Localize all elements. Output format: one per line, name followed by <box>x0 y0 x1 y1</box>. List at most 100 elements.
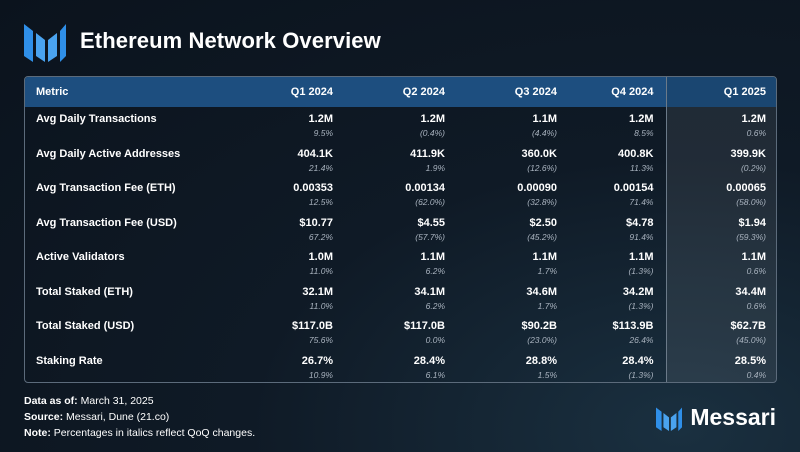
metric-value: 404.1K <box>297 147 333 160</box>
table-cell: $117.0B 0.0% <box>345 314 457 349</box>
metric-value: $1.94 <box>738 216 766 229</box>
table-cell: 0.00353 12.5% <box>235 176 345 211</box>
metric-value: $2.50 <box>529 216 557 229</box>
metric-value: 0.00353 <box>293 182 333 194</box>
table-cell: 1.1M 0.6% <box>665 245 776 280</box>
table-cell: 28.8% 1.5% <box>457 349 569 383</box>
qoq-change: 21.4% <box>308 162 333 173</box>
table-cell: 34.6M 1.7% <box>457 280 569 315</box>
table-cell: 399.9K (0.2%) <box>665 141 776 176</box>
qoq-change: (4.4%) <box>531 128 557 138</box>
table-cell: $2.50 (45.2%) <box>457 211 569 246</box>
table-row: Active Validators 1.0M 11.0% 1.1M 6.2% 1.1M 1.… <box>25 245 776 280</box>
metric-value: 28.4% <box>413 354 445 367</box>
metric-value: 0.00134 <box>405 182 445 194</box>
table-cell: 28.4% (1.3%) <box>569 349 666 383</box>
metric-value: 1.1M <box>741 251 766 263</box>
qoq-change: 91.4% <box>629 231 654 242</box>
metric-label: Total Staked (USD) <box>36 320 135 332</box>
qoq-change: (58.0%) <box>736 197 766 207</box>
metric-value: 26.7% <box>301 354 333 367</box>
metric-value: 1.1M <box>532 251 557 263</box>
metric-value: 360.0K <box>521 147 557 160</box>
table-cell: 1.1M 6.2% <box>345 245 457 280</box>
page-title: Ethereum Network Overview <box>80 28 381 53</box>
metric-value: 34.2M <box>622 285 654 298</box>
qoq-change: (1.3%) <box>628 266 654 276</box>
metric-value: $62.7B <box>730 320 766 332</box>
qoq-change: 0.6% <box>746 266 766 276</box>
metric-label: Staking Rate <box>36 354 103 367</box>
qoq-change: 11.0% <box>309 300 333 311</box>
metric-value: 34.4M <box>735 285 766 298</box>
table-cell: 404.1K 21.4% <box>235 142 345 177</box>
qoq-change: 9.5% <box>313 128 333 138</box>
brand-logo: Messari <box>656 404 776 431</box>
data-as-of: Data as of: March 31, 2025 <box>24 395 154 407</box>
metric-value: 1.1M <box>629 251 654 263</box>
table-cell: $10.77 67.2% <box>235 211 345 246</box>
metric-label: Avg Transaction Fee (ETH) <box>36 182 176 194</box>
table-cell: 1.1M (1.3%) <box>569 245 666 280</box>
qoq-change: (23.0%) <box>527 335 557 345</box>
column-header: Q3 2024 <box>514 86 557 98</box>
metric-value: 28.5% <box>734 354 766 367</box>
table-cell: 0.00090 (32.8%) <box>457 176 569 211</box>
metric-value: 1.2M <box>308 113 333 125</box>
qoq-change: (32.8%) <box>527 197 557 207</box>
metric-value: 28.4% <box>622 354 654 367</box>
source-note: Source: Messari, Dune (21.co) <box>24 411 170 423</box>
qoq-change: 11.3% <box>630 162 654 173</box>
qoq-change: 6.1% <box>425 369 445 380</box>
qoq-change: (59.3%) <box>736 231 766 242</box>
table-cell: $90.2B (23.0%) <box>457 314 569 349</box>
qoq-change: 0.0% <box>425 335 445 345</box>
metric-value: 1.2M <box>629 113 654 125</box>
qoq-change: 0.6% <box>746 300 766 311</box>
table-cell: 0.00134 (62.0%) <box>345 176 457 211</box>
column-header: Q4 2024 <box>611 86 654 98</box>
qoq-change: (12.6%) <box>527 162 557 173</box>
table-cell: 400.8K 11.3% <box>569 142 666 177</box>
table-cell: $62.7B (45.0%) <box>665 314 776 349</box>
table-cell: 1.2M (0.4%) <box>345 107 457 142</box>
table-cell: 26.7% 10.9% <box>235 349 345 383</box>
metric-value: 34.6M <box>526 285 557 298</box>
metric-value: 400.8K <box>618 147 654 160</box>
table-row: Avg Daily Transactions 1.2M 9.5% 1.2M (0.4%)… <box>25 107 776 142</box>
qoq-change: 1.7% <box>537 266 557 276</box>
table-cell: 0.00154 71.4% <box>569 176 666 211</box>
qoq-change: 10.9% <box>308 369 333 380</box>
qoq-change: 0.6% <box>746 128 766 138</box>
metric-value: $117.0B <box>404 320 445 332</box>
metric-value: 399.9K <box>730 147 766 160</box>
table-cell: 1.1M (4.4%) <box>457 107 569 142</box>
metric-value: $90.2B <box>521 320 557 332</box>
qoq-change: (62.0%) <box>415 197 445 207</box>
table-row: Avg Transaction Fee (ETH) 0.00353 12.5% 0.0… <box>25 176 776 211</box>
qoq-change: 11.0% <box>309 266 333 276</box>
table-cell: 1.2M 8.5% <box>569 107 666 142</box>
qoq-change: 6.2% <box>425 266 445 276</box>
qoq-change: (0.4%) <box>419 128 445 138</box>
metric-value: 1.2M <box>420 113 445 125</box>
table-cell: $1.94 (59.3%) <box>665 210 776 245</box>
qoq-change: (45.0%) <box>736 335 766 345</box>
metric-value: 34.1M <box>414 285 445 298</box>
qoq-note: Note: Percentages in italics reflect QoQ… <box>24 427 256 439</box>
table-cell: 1.1M 1.7% <box>457 245 569 280</box>
qoq-change: 0.4% <box>746 369 766 380</box>
messari-logo-icon <box>656 406 683 431</box>
column-header: Metric <box>36 86 69 98</box>
qoq-change: 75.6% <box>308 335 333 345</box>
metric-value: 1.0M <box>308 251 333 263</box>
table-cell: 34.4M 0.6% <box>665 279 776 314</box>
qoq-change: (1.3%) <box>628 369 654 380</box>
metric-value: 28.8% <box>525 354 557 367</box>
table-cell: 28.4% 6.1% <box>345 349 457 383</box>
table-cell: 28.5% 0.4% <box>665 348 776 382</box>
qoq-change: (45.2%) <box>527 231 557 242</box>
metric-value: $10.77 <box>299 216 333 229</box>
qoq-change: 67.2% <box>308 231 333 242</box>
table-row: Avg Transaction Fee (USD) $10.77 67.2% $4.5… <box>25 210 776 246</box>
